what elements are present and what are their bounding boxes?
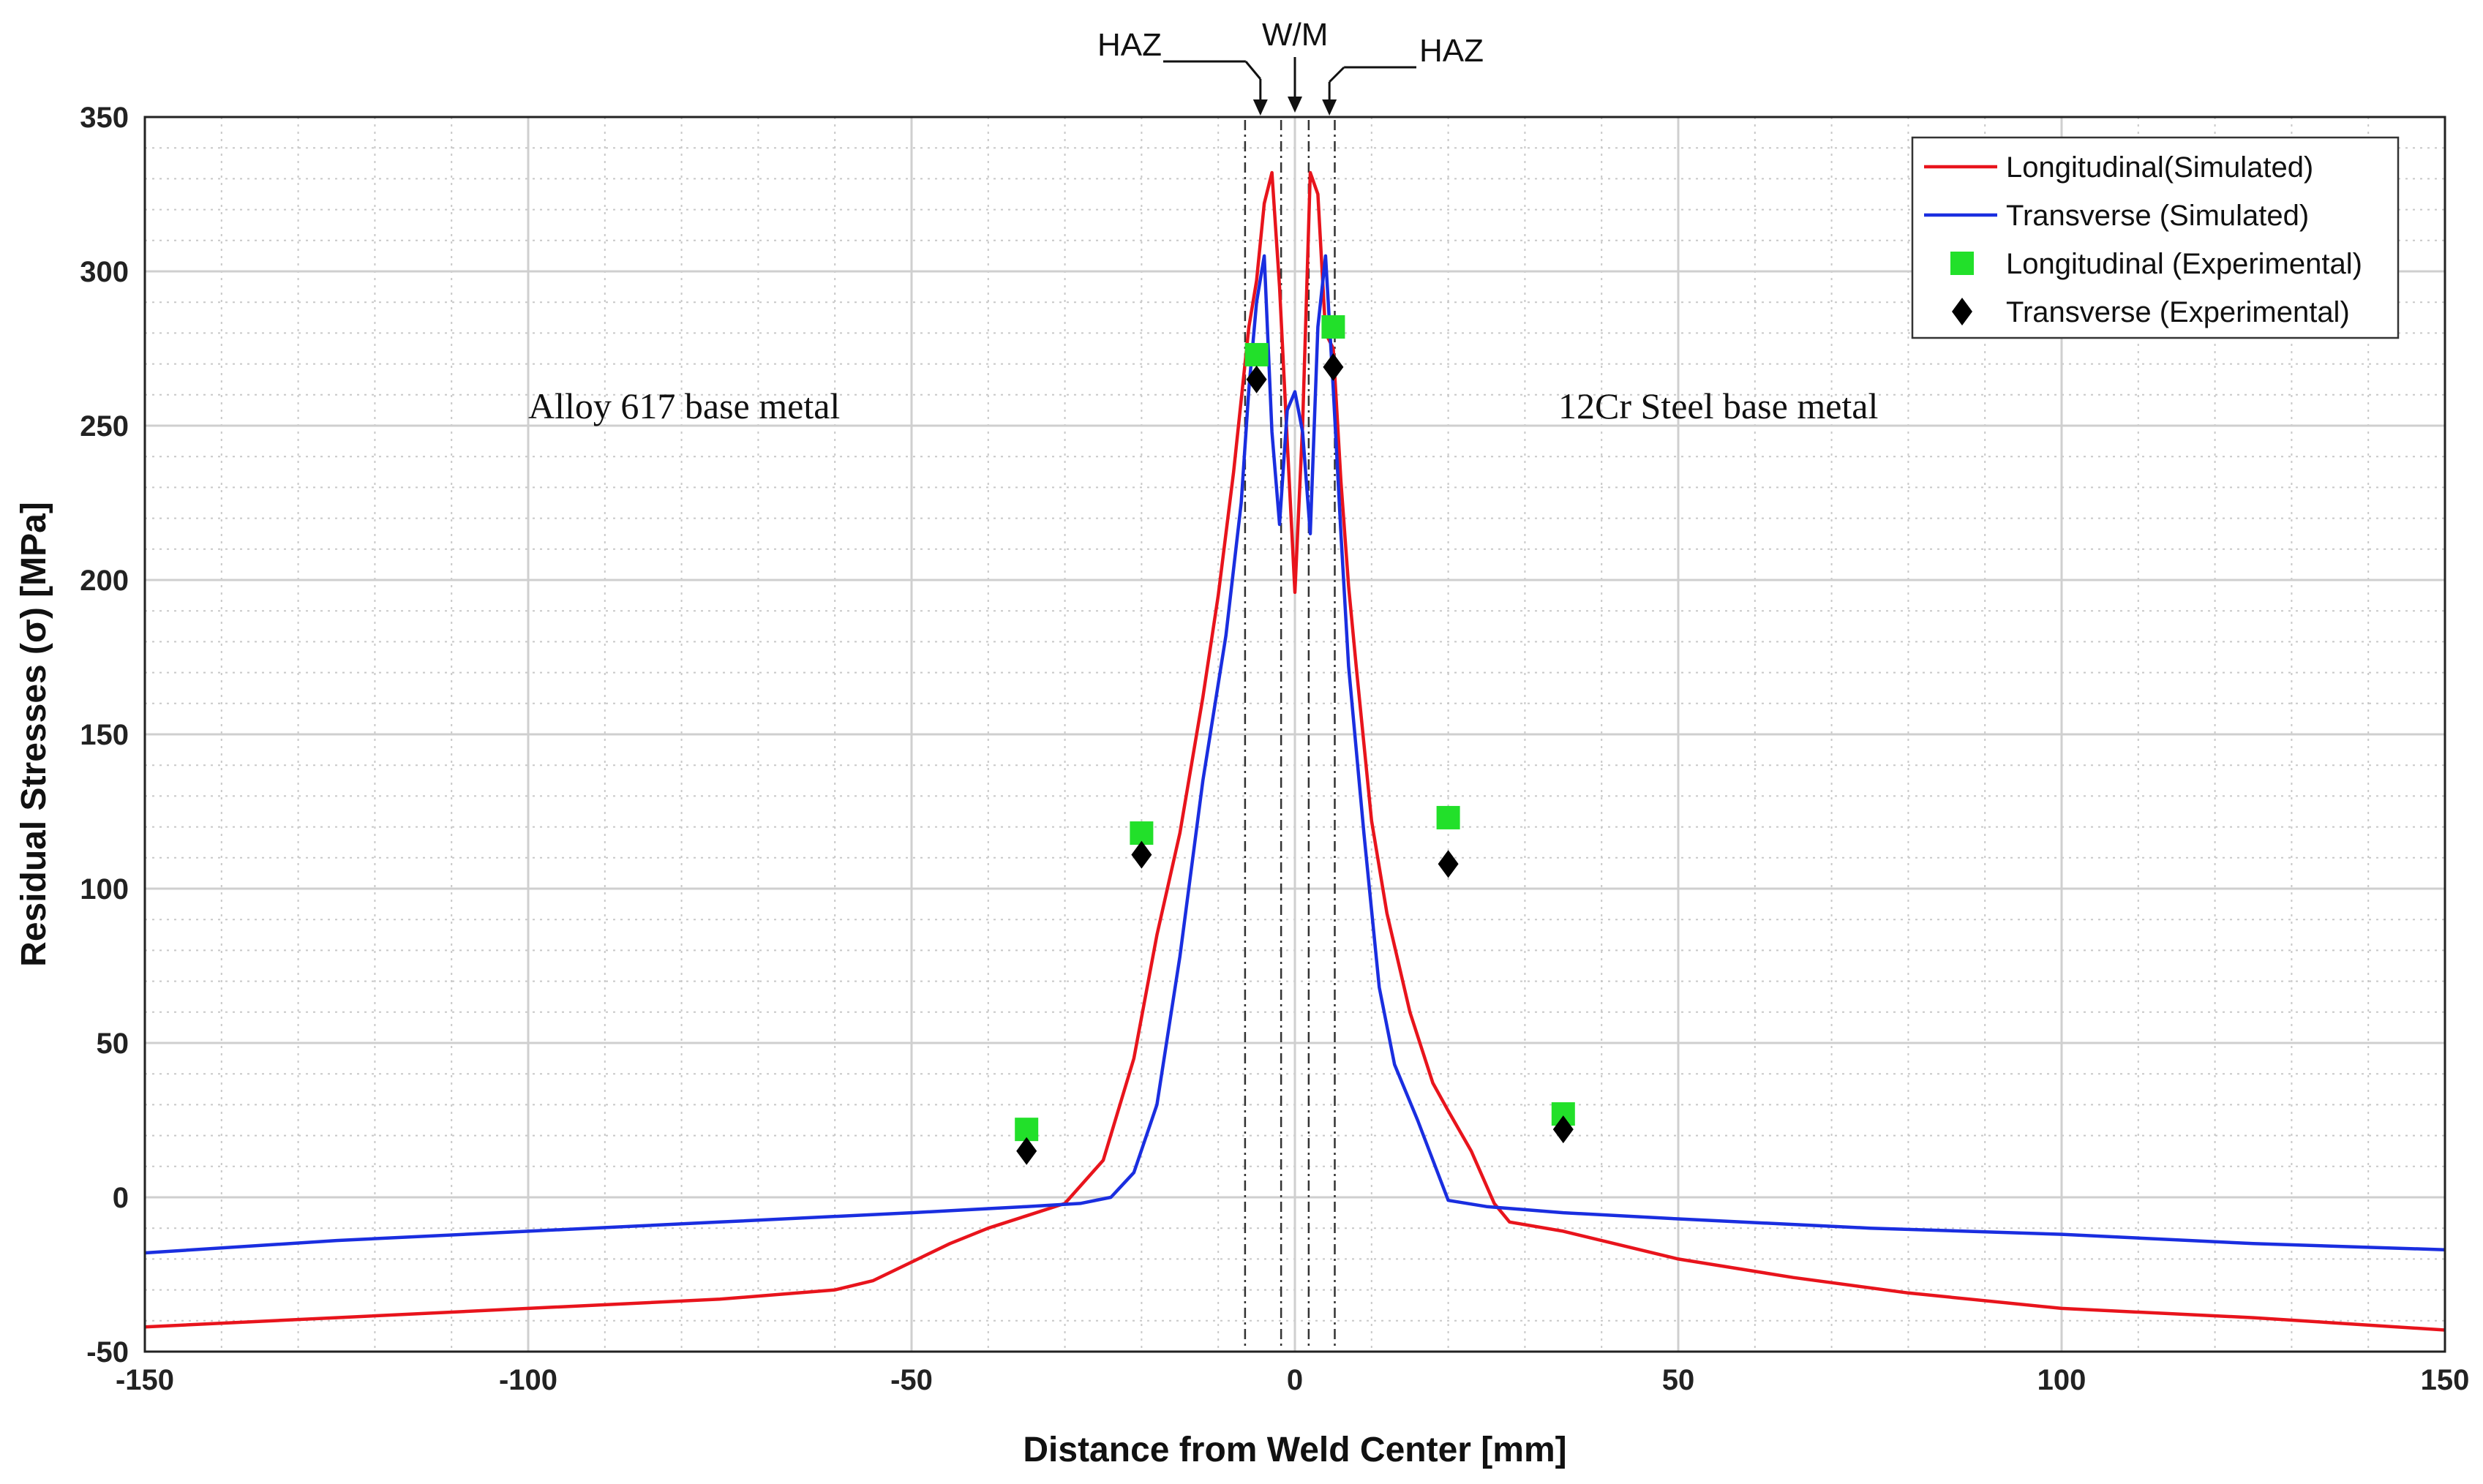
plot-frame	[143, 116, 2446, 1353]
series-line	[144, 254, 2446, 1255]
haz-right-leader	[1329, 66, 1345, 83]
transverse-experimental-point	[1246, 365, 1267, 393]
x-tick-label: 0	[1287, 1364, 1303, 1396]
transverse-experimental-point	[1438, 850, 1459, 878]
y-tick-label: 350	[80, 102, 129, 134]
legend-swatch	[1952, 298, 1972, 325]
haz-left-label: HAZ	[1097, 27, 1162, 63]
x-tick-label: 100	[2037, 1364, 2086, 1396]
y-tick-label: 0	[113, 1182, 129, 1214]
haz-right-label: HAZ	[1419, 33, 1484, 69]
longitudinal-experimental-point	[1321, 314, 1345, 339]
y-tick-label: 300	[80, 256, 129, 288]
zone-boundary-lines	[1244, 120, 1336, 1350]
zone-arrow-head	[1288, 97, 1302, 113]
legend-label: Transverse (Experimental)	[2006, 296, 2350, 328]
legend-box	[1911, 136, 2400, 339]
haz-left-leader	[1244, 61, 1261, 80]
legend-swatch	[1950, 252, 1974, 275]
transverse-experimental-point	[1016, 1137, 1037, 1165]
weld-metal-label: W/M	[1262, 17, 1328, 53]
y-tick-label: -50	[86, 1336, 129, 1368]
y-tick-label: 200	[80, 565, 129, 597]
legend-label: Longitudinal(Simulated)	[2006, 151, 2313, 184]
y-tick-label: 250	[80, 410, 129, 442]
zone-annotations: HAZ W/M HAZ	[1097, 17, 1484, 116]
zone-arrow-head	[1252, 99, 1268, 116]
y-axis-ticks: -50 0 50 100 150 200 250 300 350	[80, 102, 129, 1368]
transverse-experimental-point	[1552, 1115, 1574, 1144]
transverse-experimental-point	[1323, 353, 1344, 381]
left-region-label: Alloy 617 base metal	[528, 385, 840, 426]
y-tick-label: 100	[80, 873, 129, 905]
longitudinal-experimental-point	[1436, 805, 1460, 829]
zone-arrows	[1163, 57, 1416, 116]
x-tick-label: -150	[116, 1364, 174, 1396]
legend-label: Transverse (Simulated)	[2006, 200, 2309, 232]
zone-arrow-head	[1322, 99, 1337, 116]
x-axis-ticks: -150 -100 -50 0 50 100 150	[116, 1364, 2469, 1396]
y-axis-label: Residual Stresses (σ) [MPa]	[15, 502, 53, 967]
x-tick-label: 50	[1662, 1364, 1695, 1396]
legend-label: Longitudinal (Experimental)	[2006, 248, 2362, 280]
y-tick-label: 150	[80, 719, 129, 751]
transverse-experimental-point	[1131, 840, 1152, 869]
legend: Longitudinal(Simulated) Transverse (Simul…	[1911, 136, 2400, 339]
right-region-label: 12Cr Steel base metal	[1558, 385, 1878, 426]
x-tick-label: 150	[2421, 1364, 2470, 1396]
series-layer	[144, 170, 2446, 1332]
longitudinal-experimental-point	[1244, 342, 1269, 366]
x-tick-label: -50	[890, 1364, 933, 1396]
x-axis-label: Distance from Weld Center [mm]	[1023, 1431, 1566, 1469]
x-tick-label: -100	[499, 1364, 557, 1396]
y-tick-label: 50	[97, 1028, 129, 1060]
